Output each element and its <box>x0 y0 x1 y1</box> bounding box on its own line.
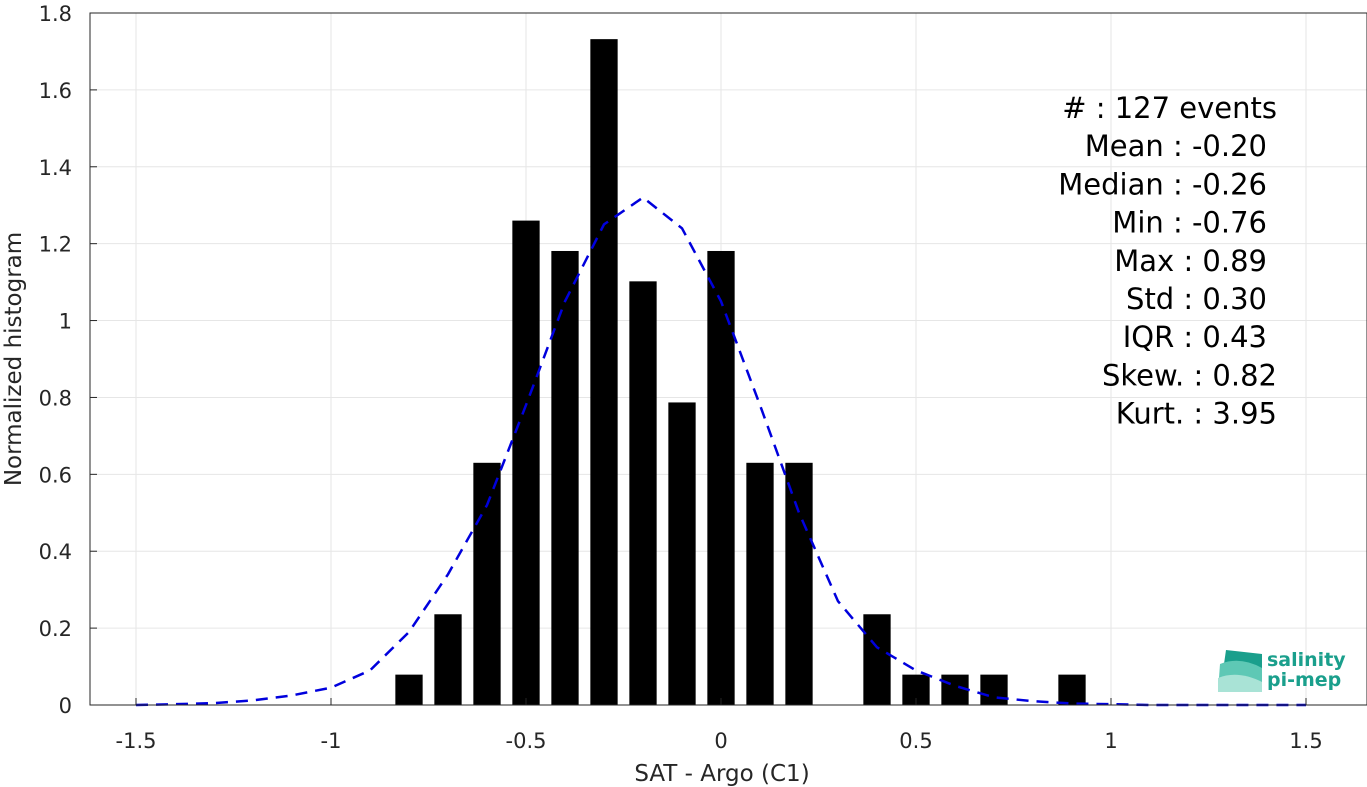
histogram-bar <box>512 220 540 705</box>
y-tick-label: 1.8 <box>39 2 72 26</box>
histogram-bar <box>668 402 696 705</box>
x-tick-label: -1 <box>321 729 342 753</box>
salinity-pi-mep-logo: salinity pi-mep <box>1218 649 1346 692</box>
y-tick-label: 0 <box>59 694 72 718</box>
plot-frame <box>89 12 1367 706</box>
stat-line: Mean : -0.20 <box>1085 129 1267 163</box>
y-tick-label: 0.8 <box>39 386 72 410</box>
x-tick-label: 1.5 <box>1289 729 1322 753</box>
stat-line: Std : 0.30 <box>1126 282 1267 316</box>
stat-line: Skew. : 0.82 <box>1102 358 1277 392</box>
histogram-bar <box>551 250 579 705</box>
x-tick-label: 1 <box>1104 729 1117 753</box>
wave-logo-icon <box>1218 650 1262 692</box>
histogram-bar <box>785 462 813 705</box>
y-tick-label: 0.2 <box>39 617 72 641</box>
stat-line: Kurt. : 3.95 <box>1116 397 1277 431</box>
histogram-bar <box>1058 674 1086 705</box>
histogram-bar <box>707 250 735 705</box>
logo-text-salinity: salinity <box>1267 649 1346 671</box>
gaussian-fit-line <box>135 195 1306 707</box>
y-tick-label: 1.2 <box>39 233 72 257</box>
y-tick-label: 1.6 <box>39 79 72 103</box>
logo-text-pi-mep: pi-mep <box>1267 669 1341 691</box>
histogram-bar <box>434 614 462 705</box>
stat-line: Median : -0.26 <box>1058 167 1267 201</box>
y-tick-label: 1.4 <box>39 156 72 180</box>
x-axis-label: SAT - Argo (C1) <box>634 761 809 787</box>
y-tick-label: 0.4 <box>39 540 72 564</box>
histogram-bar <box>590 39 618 706</box>
histogram-bars <box>395 39 1086 706</box>
histogram-bar <box>395 674 423 705</box>
histogram-bar <box>746 462 774 705</box>
statistics-box: # : 127 events Mean : -0.20 Median : -0.26… <box>1058 91 1277 431</box>
stat-line: IQR : 0.43 <box>1123 320 1267 354</box>
x-tick-label: 0 <box>714 729 727 753</box>
stat-line: Min : -0.76 <box>1112 206 1267 240</box>
stat-line: # : 127 events <box>1062 91 1277 125</box>
x-tick-label: -1.5 <box>116 729 157 753</box>
x-axis-ticks: -1.5 -1 -0.5 0 0.5 1 1.5 <box>116 698 1323 753</box>
histogram-bar <box>863 614 891 705</box>
stat-line: Max : 0.89 <box>1114 244 1267 278</box>
histogram-bar <box>980 674 1008 705</box>
x-tick-label: -0.5 <box>506 729 547 753</box>
y-tick-label: 0.6 <box>39 463 72 487</box>
x-tick-label: 0.5 <box>899 729 932 753</box>
y-axis-label: Normalized histogram <box>1 232 27 486</box>
y-axis-ticks: 0 0.2 0.4 0.6 0.8 1 1.2 1.4 1.6 1.8 <box>39 2 97 718</box>
histogram-bar <box>941 674 969 705</box>
y-tick-label: 1 <box>59 310 72 334</box>
histogram-bar <box>629 281 657 705</box>
histogram-bar <box>473 462 501 705</box>
